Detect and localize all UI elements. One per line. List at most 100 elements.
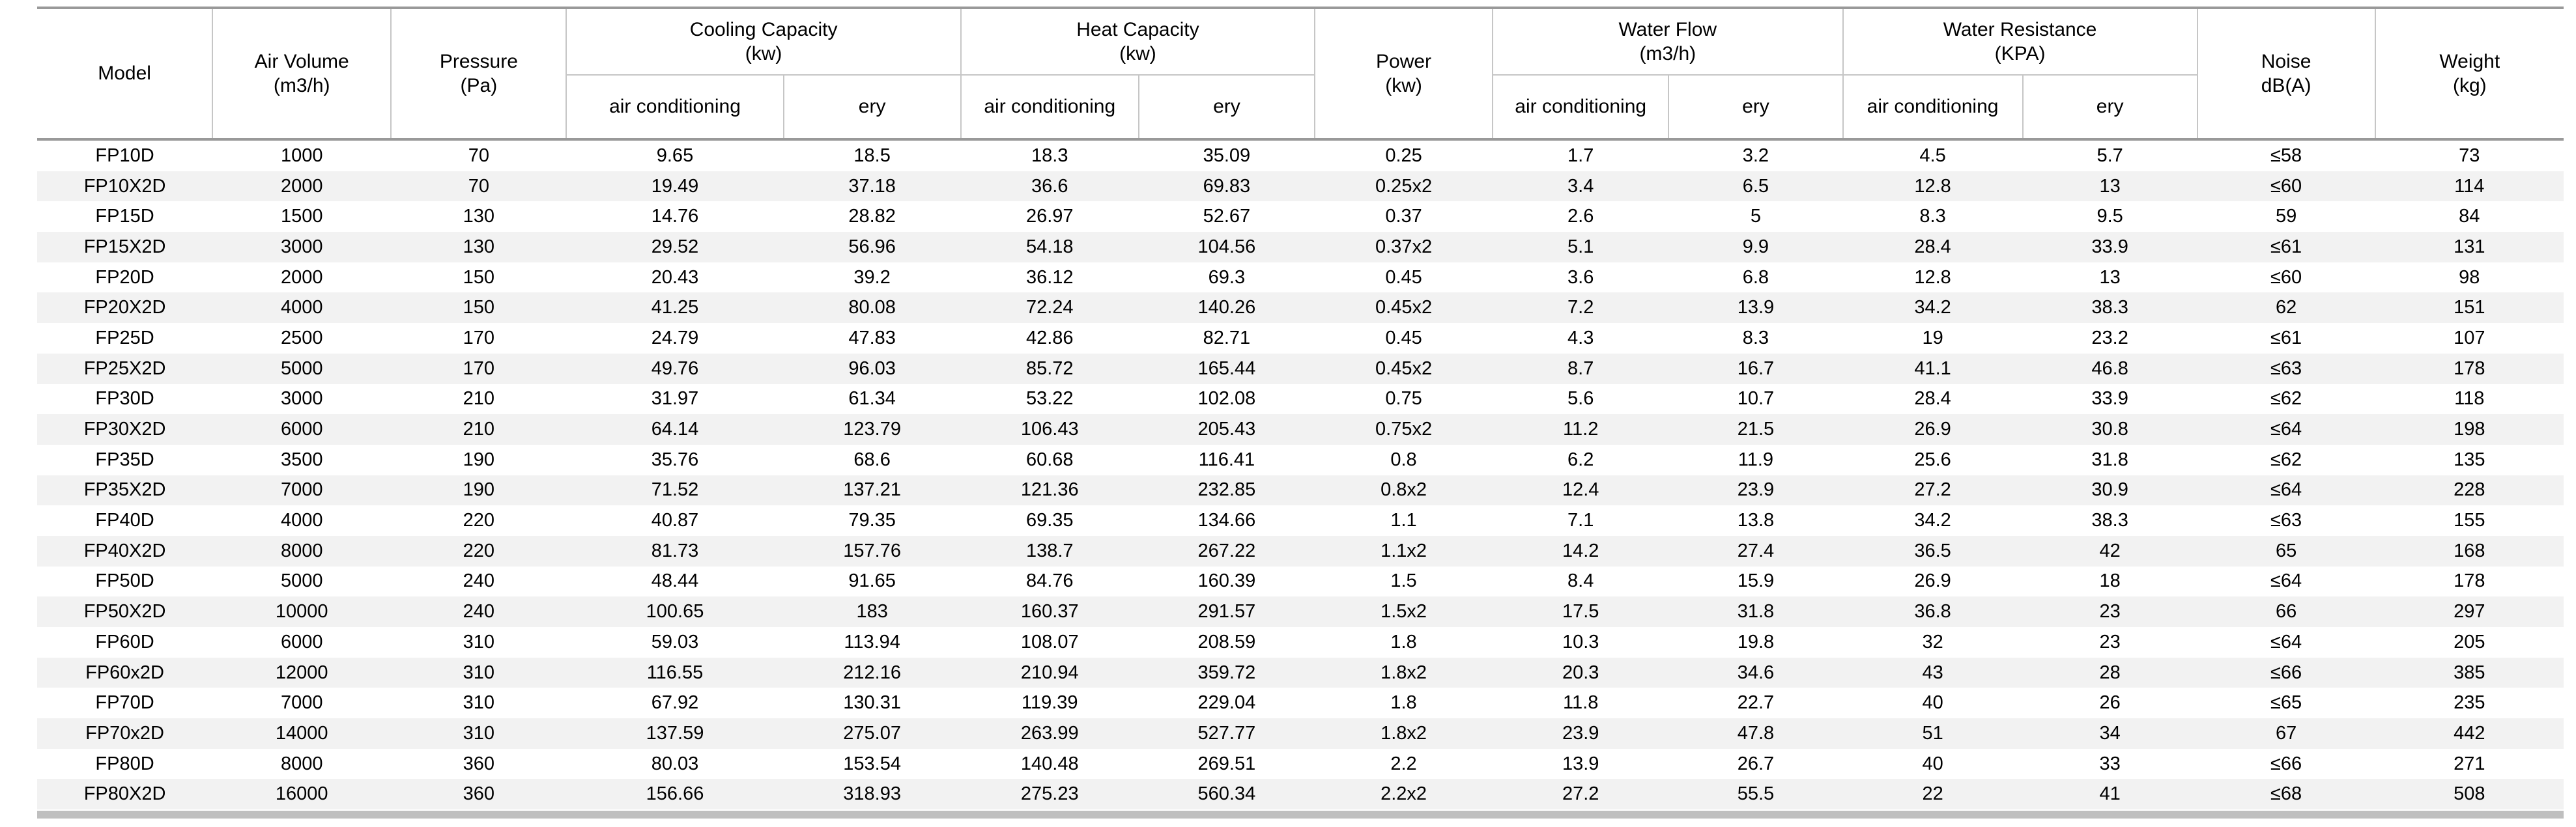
table-cell: 113.94 xyxy=(844,631,900,652)
table-cell: 34.2 xyxy=(1914,297,1951,318)
table-cell: 1.8x2 xyxy=(1381,722,1427,744)
table-cell: 27.2 xyxy=(1562,783,1599,805)
table-cell: FP80D xyxy=(95,753,154,774)
col-header-water-resistance: Water Resistance (KPA) xyxy=(1842,8,2198,76)
table-cell: 229.04 xyxy=(1197,692,1256,714)
table-cell: 138.7 xyxy=(1025,540,1074,561)
table-cell: FP50D xyxy=(95,570,154,592)
table-cell: 8000 xyxy=(280,540,323,561)
table-cell: 13 xyxy=(2099,175,2121,197)
table-cell: 69.83 xyxy=(1203,175,1251,197)
col-header-cooling-capacity: Cooling Capacity (kw) xyxy=(565,8,962,76)
table-cell: 98 xyxy=(2459,266,2480,288)
table-cell: 1.8 xyxy=(1390,631,1417,652)
table-cell: 66 xyxy=(2275,601,2297,623)
table-cell: 41.1 xyxy=(1914,357,1951,379)
table-cell: 6000 xyxy=(280,631,323,652)
table-cell: 130 xyxy=(463,236,495,257)
table-cell: 0.25 xyxy=(1385,145,1422,166)
table-cell: 61.34 xyxy=(848,388,896,410)
table-cell: 18.5 xyxy=(853,145,891,166)
table-row: FP50D 5000 240 48.44 91.65 84.76 160.39 1.5 8.4 1… xyxy=(37,567,2564,597)
table-cell: 2000 xyxy=(280,266,323,288)
table-cell: 79.35 xyxy=(848,510,896,531)
table-cell: 26.97 xyxy=(1025,206,1074,227)
table-cell: 80.03 xyxy=(651,753,699,774)
table-cell: ≤66 xyxy=(2270,662,2302,683)
table-cell: 275.23 xyxy=(1020,783,1079,805)
table-cell: 47.83 xyxy=(848,327,896,348)
table-row: FP35X2D 7000 190 71.52 137.21 121.36 232.85 0.8… xyxy=(37,475,2564,506)
table-cell: 60.68 xyxy=(1025,449,1074,470)
table-cell: 23.2 xyxy=(2091,327,2128,348)
table-cell: FP60x2D xyxy=(85,662,164,683)
table-cell: 51 xyxy=(1922,722,1943,744)
table-row: FP10D 1000 70 9.65 18.5 18.3 35.09 0.25 1.7 3.2 4.… xyxy=(37,139,2564,171)
table-cell: 22 xyxy=(1922,783,1943,805)
table-header: Model Air Volume (m3/h) Pressure (Pa) Co… xyxy=(37,8,2564,139)
table-cell: 130 xyxy=(463,206,495,227)
table-cell: 156.66 xyxy=(646,783,704,805)
table-cell: ≤63 xyxy=(2270,357,2302,379)
table-cell: 37.18 xyxy=(848,175,896,197)
table-cell: 10.7 xyxy=(1737,388,1775,410)
table-cell: 12.8 xyxy=(1914,266,1951,288)
table-body: FP10D 1000 70 9.65 18.5 18.3 35.09 0.25 1.7 3.2 4.… xyxy=(37,139,2564,810)
table-cell: 49.76 xyxy=(651,357,699,379)
table-row: FP60x2D 12000 310 116.55 212.16 210.94 359.72 1… xyxy=(37,657,2564,688)
table-cell: 2.2 xyxy=(1390,753,1417,774)
table-cell: 104.56 xyxy=(1197,236,1256,257)
table-cell: 59.03 xyxy=(651,631,699,652)
table-cell: 137.59 xyxy=(646,722,704,744)
table-row: FP70D 7000 310 67.92 130.31 119.39 229.04 1.8 11… xyxy=(37,688,2564,718)
table-cell: 38.3 xyxy=(2091,297,2128,318)
table-cell: ≤64 xyxy=(2270,631,2302,652)
table-cell: 30.9 xyxy=(2091,479,2128,501)
table-cell: FP70D xyxy=(95,692,154,714)
table-cell: 24.79 xyxy=(651,327,699,348)
table-row: FP80D 8000 360 80.03 153.54 140.48 269.51 2.2 13… xyxy=(37,749,2564,779)
table-cell: 6000 xyxy=(280,419,323,440)
table-cell: FP40D xyxy=(95,510,154,531)
table-cell: 205.43 xyxy=(1197,419,1256,440)
table-cell: 5 xyxy=(1750,206,1761,227)
table-cell: 4.3 xyxy=(1567,327,1594,348)
table-cell: 19.49 xyxy=(651,175,699,197)
table-cell: 5.1 xyxy=(1567,236,1594,257)
table-cell: 38.3 xyxy=(2091,510,2128,531)
table-cell: 70 xyxy=(468,145,489,166)
table-cell: FP30D xyxy=(95,388,154,410)
table-cell: 228 xyxy=(2454,479,2485,501)
col-header-model: Model xyxy=(37,8,214,139)
table-cell: 153.54 xyxy=(843,753,901,774)
table-cell: 116.55 xyxy=(646,662,704,683)
table-cell: 205 xyxy=(2454,631,2485,652)
table-cell: 137.21 xyxy=(843,479,901,501)
table-cell: 210 xyxy=(463,388,495,410)
table-cell: 81.73 xyxy=(651,540,699,561)
table-row: FP20X2D 4000 150 41.25 80.08 72.24 140.26 0.45x… xyxy=(37,292,2564,324)
table-cell: 1.8 xyxy=(1390,692,1417,714)
table-cell: ≤61 xyxy=(2270,327,2302,348)
table-cell: FP15X2D xyxy=(83,236,166,257)
table-cell: 140.48 xyxy=(1020,753,1079,774)
table-cell: 210 xyxy=(463,419,495,440)
col-header-weight: Weight (kg) xyxy=(2374,8,2564,139)
table-cell: 271 xyxy=(2454,753,2485,774)
table-cell: 9.5 xyxy=(2097,206,2123,227)
table-cell: 8.7 xyxy=(1567,357,1594,379)
col-header-air-volume: Air Volume (m3/h) xyxy=(212,8,392,139)
table-cell: 190 xyxy=(463,449,495,470)
table-cell: 1.5x2 xyxy=(1381,601,1427,623)
table-cell: FP20D xyxy=(95,266,154,288)
table-cell: FP20X2D xyxy=(83,297,166,318)
table-cell: 34.6 xyxy=(1737,662,1775,683)
table-cell: 59 xyxy=(2275,206,2297,227)
table-cell: FP50X2D xyxy=(83,601,166,623)
table-cell: 3000 xyxy=(280,236,323,257)
table-cell: 527.77 xyxy=(1197,722,1256,744)
table-cell: FP10D xyxy=(95,145,154,166)
table-cell: 23 xyxy=(2099,631,2121,652)
table-cell: 310 xyxy=(463,631,495,652)
table-cell: 220 xyxy=(463,510,495,531)
